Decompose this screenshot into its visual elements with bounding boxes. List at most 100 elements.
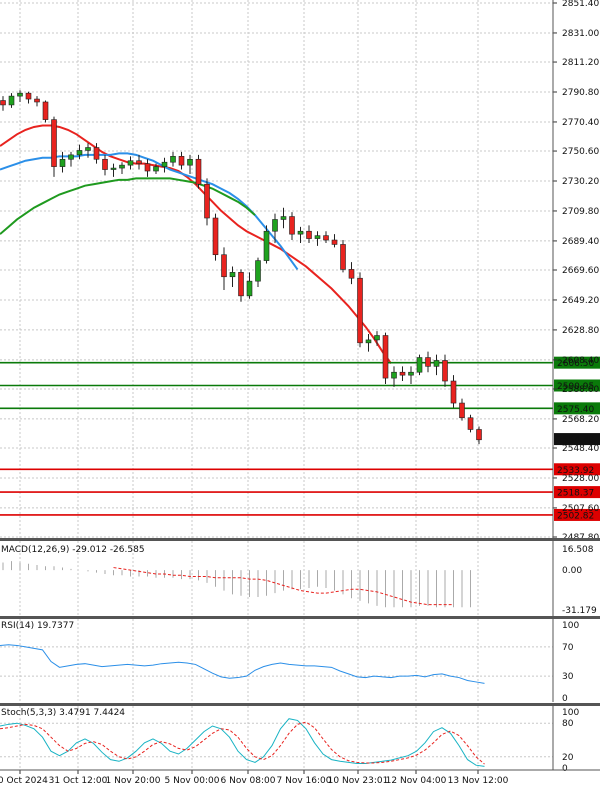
candle-body (204, 183, 210, 219)
ma-line-1 (0, 124, 392, 364)
candle-body (433, 360, 440, 367)
macd-label: MACD(12,26,9) -29.012 -26.585 (1, 545, 145, 555)
candle-body (229, 272, 236, 278)
price-tick-label: 2528.00 (562, 474, 599, 484)
panel-separator (0, 703, 600, 706)
price-tick-label: 2689.40 (562, 237, 599, 247)
candle-body (408, 371, 414, 376)
candle-body (195, 158, 202, 185)
price-tick-label: 2608.40 (562, 356, 599, 366)
candle-body (34, 98, 40, 103)
level-tag-label: 2575.40 (557, 405, 594, 415)
macd-tick-label: 16.508 (562, 545, 594, 555)
time-tick-label: 5 Nov 00:00 (165, 776, 220, 786)
panel-separator (0, 616, 600, 619)
moving-average-lines (0, 124, 392, 364)
candle-body (170, 156, 176, 163)
price-tick-label: 2669.60 (562, 266, 599, 276)
price-tick-label: 2628.80 (562, 326, 599, 336)
panel-frames (0, 0, 600, 771)
candle-body (323, 235, 329, 241)
level-tag (554, 379, 600, 392)
price-tick-label: 2548.40 (562, 444, 599, 454)
time-tick-label: 31 Oct 12:00 (49, 776, 108, 786)
candle-body (263, 230, 270, 261)
support-resistance-levels: 2606.50 2590.95 2575.40 2533.92 2518.37 2502.… (0, 356, 600, 521)
time-tick-label: 7 Nov 16:00 (277, 776, 332, 786)
stoch-tick-label: 80 (562, 719, 574, 729)
price-tick-label: 2507.60 (562, 504, 599, 514)
candle-body (314, 235, 321, 239)
price-tick-label: 2770.40 (562, 118, 599, 128)
ma-line-3 (0, 177, 256, 235)
candle-body (17, 92, 23, 97)
stoch-panel (0, 718, 553, 767)
candle-body (365, 339, 372, 344)
candle-body (425, 357, 431, 367)
level-tag-label: 2533.92 (557, 466, 594, 476)
candle-body (416, 357, 423, 373)
candle-body (153, 166, 159, 172)
candle-body (348, 269, 355, 279)
stoch-label: Stoch(5,3,3) 3.4791 7.4424 (1, 708, 125, 718)
level-tag (554, 356, 600, 369)
last-price-tag (554, 433, 600, 446)
candle-body (391, 371, 397, 379)
candle-body (187, 158, 193, 166)
candle-body (272, 219, 278, 232)
price-tick-label: 2588.60 (562, 385, 599, 395)
time-tick-label: 10 Nov 23:01 (328, 776, 389, 786)
level-tag (554, 508, 600, 521)
stoch-tick-label: 100 (562, 708, 579, 718)
candle-body (42, 101, 49, 120)
macd-signal-line (113, 567, 454, 606)
rsi-tick-label: 70 (562, 643, 574, 653)
rsi-line (0, 644, 485, 684)
price-tick-label: 2750.60 (562, 147, 599, 157)
level-tag-label: 2502.82 (557, 511, 594, 521)
rsi-tick-label: 100 (562, 621, 579, 631)
candle-body (476, 429, 482, 441)
time-tick-label: 30 Oct 2024 (0, 776, 48, 786)
candle-body (306, 230, 312, 239)
candle-body (59, 158, 66, 167)
panel-separator (0, 538, 600, 541)
price-tick-label: 2790.80 (562, 88, 599, 98)
candle-body (374, 335, 380, 341)
candle-body (357, 277, 363, 344)
level-tag (554, 402, 600, 415)
price-tick-label: 2831.00 (562, 29, 599, 39)
candle-body (340, 244, 346, 270)
grid-lines (0, 0, 553, 770)
candle-body (136, 160, 142, 164)
rsi-label: RSI(14) 19.7377 (1, 621, 74, 631)
candle-body (331, 239, 338, 245)
price-tick-label: 2851.40 (562, 0, 599, 9)
candle-body (0, 100, 6, 106)
candle-body (459, 402, 465, 419)
macd-tick-label: 0.00 (562, 566, 582, 576)
time-tick-label: 13 Nov 12:00 (448, 776, 509, 786)
candle-body (255, 260, 261, 282)
last-price-label: 2554.48 (557, 436, 594, 446)
stoch-d-line (0, 721, 485, 765)
candle-body (110, 167, 117, 170)
rsi-tick-label: 30 (562, 672, 574, 682)
candle-body (212, 217, 219, 256)
candle-body (127, 160, 134, 166)
candle-body (450, 380, 457, 404)
level-tag (554, 486, 600, 499)
candle-body (280, 216, 287, 220)
time-tick-label: 12 Nov 04:00 (386, 776, 447, 786)
level-tag-label: 2518.37 (557, 489, 594, 499)
rsi-panel (0, 644, 553, 684)
candle-body (93, 147, 100, 160)
candle-body (178, 156, 185, 166)
candle-body (68, 154, 74, 160)
level-tag-label: 2606.50 (557, 359, 594, 369)
level-tag (554, 463, 600, 476)
candle-body (85, 147, 91, 151)
candle-body (144, 163, 151, 172)
candle-body (102, 158, 108, 170)
